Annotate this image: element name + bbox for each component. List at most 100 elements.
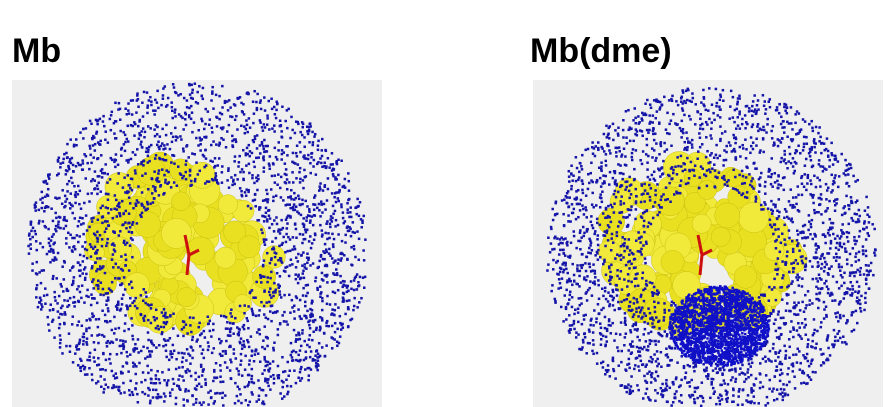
ligand-dot xyxy=(261,215,264,218)
ligand-dot xyxy=(118,102,121,105)
ligand-dot xyxy=(749,152,752,155)
ligand-dot xyxy=(594,283,597,286)
ligand-dot xyxy=(608,267,611,270)
ligand-dot xyxy=(307,367,310,370)
ligand-dot xyxy=(321,309,324,312)
ligand-dot xyxy=(268,301,271,304)
ligand-dot xyxy=(711,103,714,106)
ligand-dot xyxy=(811,265,814,268)
ligand-dot xyxy=(260,301,263,304)
ligand-dot xyxy=(72,170,75,173)
ligand-dot xyxy=(349,228,352,231)
ligand-dot xyxy=(786,107,789,110)
ligand-dot xyxy=(161,168,164,171)
ligand-dot xyxy=(191,339,194,342)
ligand-dot xyxy=(257,156,260,159)
ligand-dot xyxy=(299,178,302,181)
ligand-dot xyxy=(289,311,292,314)
ligand-dot xyxy=(755,377,758,380)
ligand-dot xyxy=(599,224,602,227)
ligand-dot xyxy=(150,104,153,107)
ligand-dot xyxy=(627,273,630,276)
ligand-dot xyxy=(85,155,88,158)
ligand-dot xyxy=(243,304,246,307)
ligand-dot xyxy=(754,200,757,203)
ligand-dot xyxy=(356,273,359,276)
ligand-dot xyxy=(144,291,147,294)
ligand-dot xyxy=(706,185,709,188)
ligand-dot xyxy=(725,393,728,396)
ligand-dot xyxy=(173,181,176,184)
ligand-dot xyxy=(805,257,808,260)
ligand-dot xyxy=(52,249,55,252)
ligand-dot xyxy=(592,206,595,209)
ligand-dot xyxy=(161,142,164,145)
ligand-dot xyxy=(66,190,69,193)
ligand-dot xyxy=(817,307,820,310)
ligand-dot xyxy=(137,338,140,341)
ligand-dot xyxy=(262,129,265,132)
ligand-dot xyxy=(127,222,129,225)
ligand-dot xyxy=(803,310,806,313)
ligand-dot xyxy=(716,157,719,160)
ligand-dot xyxy=(321,346,324,349)
ligand-dot xyxy=(804,307,807,310)
ligand-dot xyxy=(104,220,107,223)
ligand-dot xyxy=(638,369,641,372)
ligand-dot xyxy=(806,346,809,349)
ligand-dot xyxy=(629,260,632,263)
ligand-dot xyxy=(741,123,744,126)
ligand-dot xyxy=(646,388,649,391)
ligand-dot xyxy=(273,382,276,385)
ligand-dot xyxy=(61,189,64,192)
ligand-dot xyxy=(741,144,744,147)
ligand-dot xyxy=(654,117,657,120)
ligand-dot xyxy=(865,226,868,229)
ligand-dot xyxy=(94,349,97,352)
ligand-dot xyxy=(304,263,307,266)
ligand-dot xyxy=(239,187,242,190)
ligand-dot xyxy=(132,338,135,341)
ligand-dot xyxy=(698,132,701,135)
ligand-dot xyxy=(219,353,222,356)
protein-atom xyxy=(215,247,236,268)
ligand-dot xyxy=(624,181,627,184)
ligand-dot xyxy=(320,291,323,294)
ligand-dot xyxy=(86,337,89,340)
ligand-dot xyxy=(76,234,79,237)
protein-atom xyxy=(698,181,717,200)
ligand-dot xyxy=(148,99,151,102)
ligand-dot xyxy=(647,307,650,310)
ligand-dot xyxy=(307,158,310,161)
ligand-dot xyxy=(818,126,821,129)
ligand-dot xyxy=(579,229,582,232)
ligand-dot xyxy=(628,253,631,256)
ligand-dot xyxy=(324,184,327,187)
ligand-dot xyxy=(122,294,125,297)
ligand-dot xyxy=(588,247,591,250)
ligand-dot xyxy=(750,180,753,183)
ligand-dot xyxy=(630,127,633,130)
ligand-dot xyxy=(788,229,791,232)
ligand-dot xyxy=(663,96,666,99)
ligand-dot xyxy=(780,123,783,126)
ligand-dot xyxy=(76,348,79,351)
ligand-dot xyxy=(48,329,51,332)
ligand-dot xyxy=(778,336,781,339)
ligand-dot xyxy=(633,297,636,300)
ligand-dot xyxy=(336,328,339,331)
ligand-dot xyxy=(259,101,262,104)
ligand-dot xyxy=(821,287,824,290)
ligand-dot xyxy=(181,375,184,378)
ligand-dot xyxy=(191,394,194,397)
ligand-dot xyxy=(827,187,830,190)
ligand-dot xyxy=(672,113,675,116)
ligand-dot xyxy=(833,200,836,203)
ligand-dot xyxy=(653,292,656,295)
ligand-dot xyxy=(251,310,254,313)
ligand-dot xyxy=(272,349,275,352)
ligand-dot xyxy=(97,280,100,283)
ligand-dot xyxy=(570,185,573,188)
ligand-dot xyxy=(688,169,691,172)
ligand-dot xyxy=(158,194,161,197)
